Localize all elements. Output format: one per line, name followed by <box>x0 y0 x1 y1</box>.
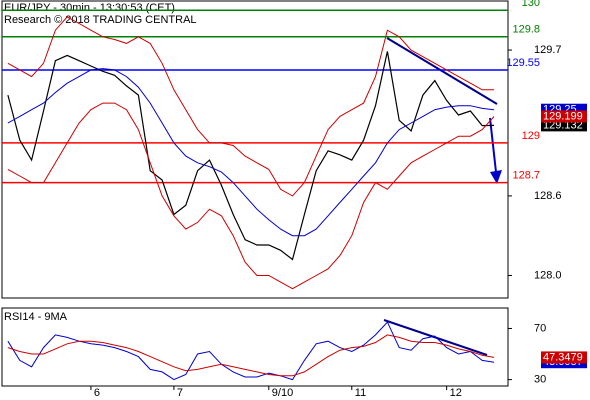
last-value-label: 129.199 <box>543 110 583 122</box>
y-tick-label: 128.0 <box>534 269 562 281</box>
level-label: 129 <box>522 130 540 142</box>
level-label: 129.8 <box>512 24 540 36</box>
y-tick-label: 70 <box>534 322 546 334</box>
chart-subtitle: Research © 2018 TRADING CENTRAL <box>4 14 197 26</box>
chart-title: EUR/JPY - 30min - 13:30:53 (CET) <box>4 2 175 14</box>
rsi-frame <box>1 307 509 387</box>
x-tick-label: 7 <box>177 387 183 399</box>
x-tick-label: 9/10 <box>272 387 293 399</box>
last-value-label: 129.132 <box>543 119 583 131</box>
last-value-label: 47.3479 <box>543 351 583 363</box>
rsi-trend-line <box>383 319 488 356</box>
series-line <box>7 16 495 197</box>
level-label: 130 <box>522 0 540 9</box>
y-tick-label: 30 <box>534 374 546 386</box>
arrow-head <box>490 170 502 184</box>
last-value-box <box>541 110 587 123</box>
x-tick-label: 11 <box>355 387 366 399</box>
y-tick-label: 129.7 <box>534 44 562 56</box>
rsi-title: RSI14 - 9MA <box>4 311 68 323</box>
series-line <box>7 321 495 381</box>
level-label: 128.7 <box>512 170 540 182</box>
y-tick-label: 128.6 <box>534 190 562 202</box>
last-value-box <box>541 119 587 132</box>
last-value-box <box>541 351 587 364</box>
price-frame <box>1 0 509 299</box>
arrow <box>489 117 497 173</box>
x-tick-label: 6 <box>94 387 100 399</box>
level-label: 129.55 <box>506 57 540 69</box>
series-line <box>7 68 495 237</box>
series-line <box>7 102 495 290</box>
series-line <box>7 51 495 261</box>
x-tick-label: 12 <box>450 387 462 399</box>
series-line <box>7 334 495 377</box>
trend-line <box>386 37 498 105</box>
